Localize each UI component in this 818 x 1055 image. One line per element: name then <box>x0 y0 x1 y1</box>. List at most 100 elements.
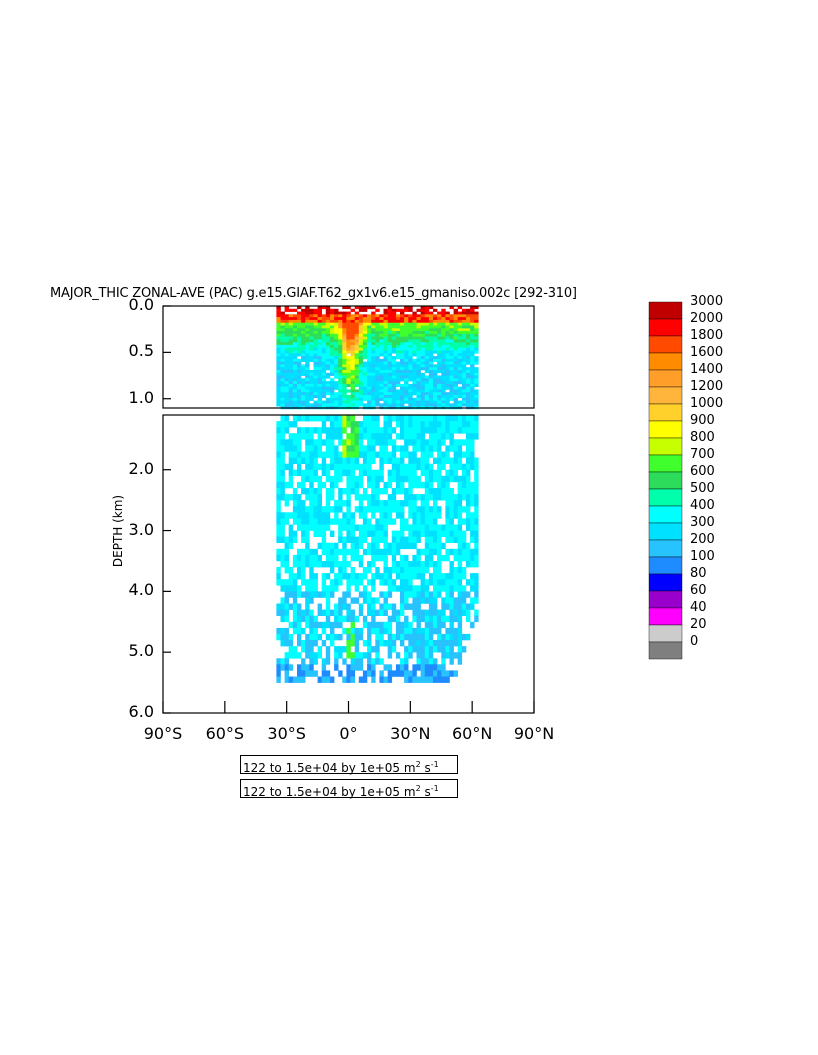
heatmap-cell <box>453 314 458 318</box>
heatmap-cell <box>362 308 368 312</box>
heatmap-cell <box>276 328 281 332</box>
heatmap-cell <box>338 356 343 360</box>
colorbar-swatch <box>648 437 683 456</box>
heatmap-cell <box>387 333 393 337</box>
heatmap-cell <box>313 347 318 351</box>
heatmap-cell <box>404 658 409 665</box>
heatmap-cell <box>420 358 425 362</box>
heatmap-cell <box>301 353 306 357</box>
heatmap-cell <box>461 427 467 434</box>
heatmap-cell <box>350 615 355 623</box>
heatmap-cell <box>441 415 446 422</box>
heatmap-cell <box>354 475 360 483</box>
heatmap-cell <box>453 579 458 586</box>
heatmap-cell <box>330 397 335 401</box>
heatmap-cell <box>321 400 327 404</box>
heatmap-cell <box>437 378 442 382</box>
heatmap-cell <box>428 597 434 604</box>
heatmap-cell <box>387 370 393 374</box>
heatmap-cell <box>350 350 355 354</box>
heatmap-cell <box>321 331 327 335</box>
heatmap-cell <box>445 457 450 464</box>
heatmap-cell <box>350 579 355 586</box>
heatmap-cell <box>346 378 351 382</box>
heatmap-cell <box>280 395 285 399</box>
heatmap-cell <box>433 364 438 368</box>
heatmap-cell <box>457 372 463 376</box>
heatmap-cell <box>449 361 454 365</box>
heatmap-cell <box>346 536 351 543</box>
heatmap-cell <box>305 319 310 323</box>
heatmap-cell <box>362 328 368 332</box>
heatmap-cell <box>276 670 281 677</box>
heatmap-cell <box>470 361 475 365</box>
heatmap-cell <box>433 392 438 396</box>
heatmap-cell <box>437 403 442 407</box>
heatmap-cell <box>325 333 331 337</box>
heatmap-cell <box>379 463 384 471</box>
heatmap-cell <box>420 389 425 393</box>
heatmap-cell <box>354 542 360 550</box>
heatmap-cell <box>321 378 327 382</box>
heatmap-cell <box>358 353 364 357</box>
heatmap-cell <box>362 367 368 371</box>
heatmap-cell <box>280 319 285 323</box>
heatmap-cell <box>461 481 467 489</box>
heatmap-cell <box>362 389 368 393</box>
heatmap-cell <box>466 342 471 346</box>
heatmap-cell <box>371 670 376 677</box>
heatmap-cell <box>387 389 393 393</box>
heatmap-cell <box>379 573 384 580</box>
heatmap-cell <box>367 621 372 629</box>
heatmap-cell <box>317 603 322 610</box>
heatmap-cell <box>325 328 331 332</box>
heatmap-cell <box>358 561 364 568</box>
heatmap-cell <box>350 433 355 440</box>
heatmap-cell <box>449 518 454 525</box>
heatmap-cell <box>276 627 281 635</box>
heatmap-cell <box>416 676 421 683</box>
heatmap-cell <box>338 530 343 537</box>
heatmap-cell <box>453 364 458 368</box>
heatmap-cell <box>346 591 351 598</box>
heatmap-cell <box>338 361 343 365</box>
heatmap-cell <box>354 427 360 434</box>
heatmap-cell <box>400 640 405 647</box>
heatmap-cell <box>280 317 285 321</box>
heatmap-cell <box>428 342 434 346</box>
heatmap-cell <box>470 573 475 580</box>
heatmap-cell <box>280 328 285 332</box>
heatmap-cell <box>301 370 306 374</box>
heatmap-cell <box>330 475 335 483</box>
heatmap-cell <box>288 400 294 404</box>
heatmap-cell <box>449 536 454 543</box>
heatmap-cell <box>334 445 339 452</box>
heatmap-cell <box>449 370 454 374</box>
heatmap-cell <box>437 670 442 677</box>
heatmap-cell <box>350 512 355 519</box>
heatmap-cell <box>416 506 421 513</box>
heatmap-cell <box>474 494 479 501</box>
heatmap-cell <box>350 400 355 404</box>
heatmap-cell <box>358 609 364 616</box>
heatmap-cell <box>457 554 463 562</box>
heatmap-cell <box>420 333 425 337</box>
heatmap-cell <box>404 488 409 495</box>
heatmap-cell <box>441 361 446 365</box>
heatmap-cell <box>453 319 458 323</box>
heatmap-cell <box>424 364 430 368</box>
heatmap-cell <box>383 500 388 507</box>
heatmap-cell <box>395 397 401 401</box>
heatmap-cell <box>457 445 463 452</box>
heatmap-cell <box>309 381 314 385</box>
heatmap-cell <box>420 506 425 513</box>
heatmap-cell <box>367 481 372 489</box>
heatmap-cell <box>346 339 351 343</box>
heatmap-cell <box>416 433 421 440</box>
heatmap-cell <box>354 554 360 562</box>
heatmap-cell <box>297 670 302 677</box>
heatmap-cell <box>395 350 401 354</box>
heatmap-cell <box>449 372 454 376</box>
heatmap-cell <box>276 378 281 382</box>
heatmap-cell <box>437 356 442 360</box>
